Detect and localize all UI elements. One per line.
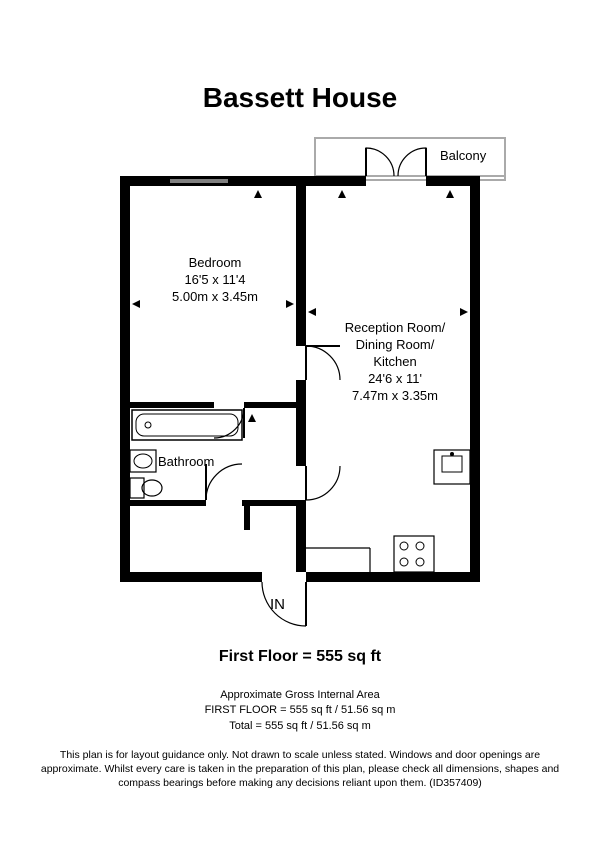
floor-summary: First Floor = 555 sq ft (0, 648, 600, 666)
in-label: IN (270, 596, 285, 613)
area-line3: Total = 555 sq ft / 51.56 sq m (229, 720, 371, 732)
reception-name2: Dining Room/ (356, 337, 435, 352)
bathroom-label: Bathroom (158, 454, 214, 469)
reception-label: Reception Room/ Dining Room/ Kitchen 24'… (320, 320, 470, 404)
area-text: Approximate Gross Internal Area FIRST FL… (0, 688, 600, 734)
bedroom-dim-imp: 16'5 x 11'4 (184, 272, 245, 287)
balcony-label: Balcony (440, 148, 486, 163)
bedroom-label: Bedroom 16'5 x 11'4 5.00m x 3.45m (140, 255, 290, 306)
bedroom-dim-met: 5.00m x 3.45m (172, 289, 258, 304)
area-line1: Approximate Gross Internal Area (220, 689, 380, 701)
reception-dim-imp: 24'6 x 11' (368, 371, 422, 386)
disclaimer-text: This plan is for layout guidance only. N… (30, 748, 570, 791)
reception-name1: Reception Room/ (345, 320, 445, 335)
area-line2: FIRST FLOOR = 555 sq ft / 51.56 sq m (205, 704, 396, 716)
reception-name3: Kitchen (373, 354, 416, 369)
bedroom-name: Bedroom (189, 255, 242, 270)
floorplan-svg (0, 0, 600, 640)
reception-dim-met: 7.47m x 3.35m (352, 388, 438, 403)
